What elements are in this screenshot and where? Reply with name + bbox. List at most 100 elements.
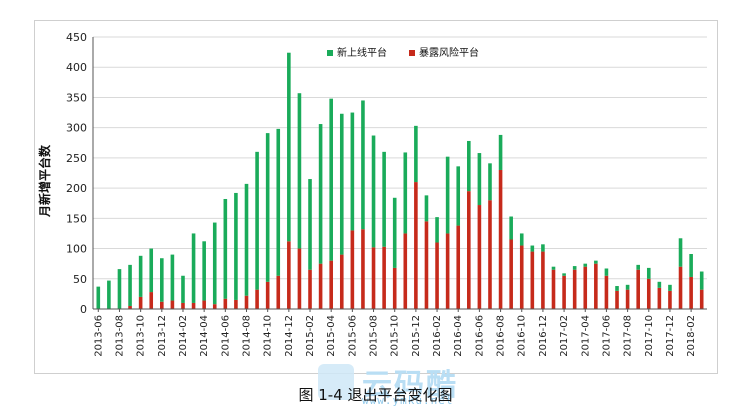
bar-new-online [424,195,429,222]
bar-new-online [234,192,238,300]
bar-new-online [604,268,609,276]
bar-exposed-risk [361,229,365,309]
bar-exposed-risk [689,276,693,309]
x-tick-label: 2017-06 [601,315,612,357]
legend-swatch-new-online [327,50,333,56]
bar-exposed-risk [509,239,513,309]
bar-new-online [382,151,386,247]
bar-new-online [191,233,196,303]
y-tick-label: 50 [73,273,87,286]
bar-new-online [414,125,418,183]
bar-new-online [160,258,164,302]
x-tick-label: 2015-06 [347,315,358,357]
bar-new-online [276,128,281,276]
bar-exposed-risk [699,289,704,309]
y-axis-label: 月新增平台数 [37,144,52,218]
bar-exposed-risk [657,287,662,309]
bar-new-online [699,271,704,290]
bar-exposed-risk [456,225,461,309]
bar-exposed-risk [498,169,503,309]
stacked-bar-chart: 0 50 100 150 200 250 300 350 400 450 2013-06 2013-0… [37,31,707,357]
bar-new-online [467,140,471,192]
x-tick-label: 2014-06 [220,315,231,357]
x-tick-label: 2014-02 [178,315,189,357]
bar-exposed-risk [519,245,524,309]
bar-exposed-risk [329,260,333,309]
bar-exposed-risk [255,289,259,309]
bar-new-online [551,266,556,270]
legend-swatch-exposed-risk [409,50,415,56]
axis-layer: 0 50 100 150 200 250 300 350 400 450 2013-06 2013-0… [66,31,707,357]
bar-exposed-risk [160,301,164,309]
bar-new-online [212,222,217,305]
bar-exposed-risk [276,275,281,309]
bar-new-online [371,135,376,248]
bar-exposed-risk [181,302,185,309]
bar-exposed-risk [562,275,566,309]
bar-new-online [445,156,450,234]
bar-new-online [170,254,175,301]
bar-new-online [668,284,672,291]
bar-new-online [456,166,461,226]
bar-exposed-risk [668,290,672,309]
bar-exposed-risk [488,200,492,309]
bar-new-online [350,112,355,231]
bar-exposed-risk [128,305,132,309]
bar-exposed-risk [625,289,630,309]
bar-exposed-risk [265,281,270,309]
x-tick-label: 2015-02 [305,315,316,357]
bar-exposed-risk [382,246,386,309]
bar-new-online [107,280,111,309]
x-tick-label: 2016-06 [474,315,485,357]
bar-exposed-risk [594,263,598,309]
bar-exposed-risk [403,233,408,309]
bar-new-online [149,248,154,293]
bar-new-online [689,253,693,277]
bar-new-online [519,233,524,246]
bar-new-online [318,124,323,264]
y-tick-label: 100 [66,243,87,256]
bar-new-online [636,264,640,270]
y-tick-label: 200 [66,182,87,195]
x-tick-label: 2015-12 [411,315,422,357]
bar-exposed-risk [414,182,418,309]
x-tick-label: 2014-12 [284,315,295,357]
bar-exposed-risk [477,205,482,309]
bar-exposed-risk [646,278,651,309]
bar-new-online [625,284,630,290]
bar-exposed-risk [170,300,175,309]
x-tick-label: 2017-08 [623,315,634,357]
bar-exposed-risk [583,266,588,309]
bar-exposed-risk [297,248,302,309]
x-tick-label: 2018-02 [686,315,697,357]
bar-exposed-risk [191,302,196,309]
bar-exposed-risk [392,267,397,309]
bar-exposed-risk [467,191,471,309]
x-tick-label: 2016-10 [517,315,528,357]
x-tick-label: 2013-10 [136,315,147,357]
bar-exposed-risk [308,269,312,309]
x-tick-label: 2016-08 [496,315,507,357]
bar-new-online [678,238,683,267]
bar-new-online [329,98,333,261]
bar-new-online [128,264,132,306]
bar-new-online [339,113,344,255]
x-tick-label: 2014-10 [263,315,274,357]
bar-new-online [265,133,270,282]
bar-exposed-risk [202,300,206,309]
y-tick-label: 150 [66,212,87,225]
y-tick-label: 250 [66,152,87,165]
bar-exposed-risk [149,292,154,309]
x-tick-label: 2015-04 [326,315,337,357]
bar-new-online [498,134,503,170]
bar-exposed-risk [636,269,640,309]
x-tick-label: 2017-04 [580,315,591,357]
bar-new-online [541,244,545,252]
x-tick-label: 2015-08 [369,315,380,357]
bar-new-online [287,52,291,242]
bar-new-online [657,281,662,288]
bar-new-online [562,273,566,276]
y-tick-label: 300 [66,122,87,135]
bar-new-online [403,152,408,234]
y-tick-label: 450 [66,31,87,44]
